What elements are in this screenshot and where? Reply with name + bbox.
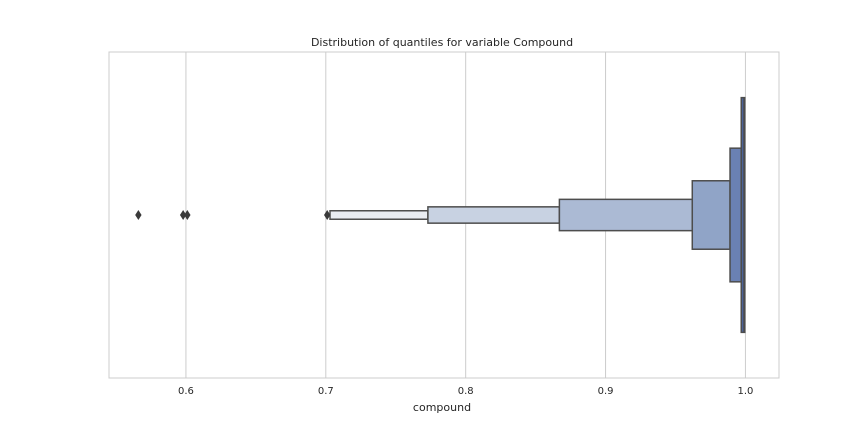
x-tick-label: 0.8 <box>458 386 474 397</box>
letter-value-box <box>729 147 742 283</box>
outlier-point <box>184 210 191 220</box>
outlier-point <box>324 210 331 220</box>
letter-value-box <box>558 198 694 232</box>
x-tick-label: 1.0 <box>737 386 753 397</box>
letter-value-box <box>329 210 429 220</box>
x-tick-label: 0.9 <box>598 386 614 397</box>
outliers-layer <box>135 210 331 220</box>
x-tick-label: 0.7 <box>318 386 334 397</box>
x-tick-label: 0.6 <box>178 386 194 397</box>
x-axis-label: compound <box>413 401 471 414</box>
letter-value-box <box>427 206 561 224</box>
plot-frame <box>108 51 780 379</box>
x-ticks-layer: 0.6 0.7 0.8 0.9 1.0 <box>178 386 753 397</box>
chart-title: Distribution of quantiles for variable C… <box>311 36 573 49</box>
outlier-point <box>135 210 142 220</box>
letter-value-box <box>691 180 731 250</box>
outlier-point <box>179 210 187 220</box>
boxes-layer <box>329 96 746 334</box>
